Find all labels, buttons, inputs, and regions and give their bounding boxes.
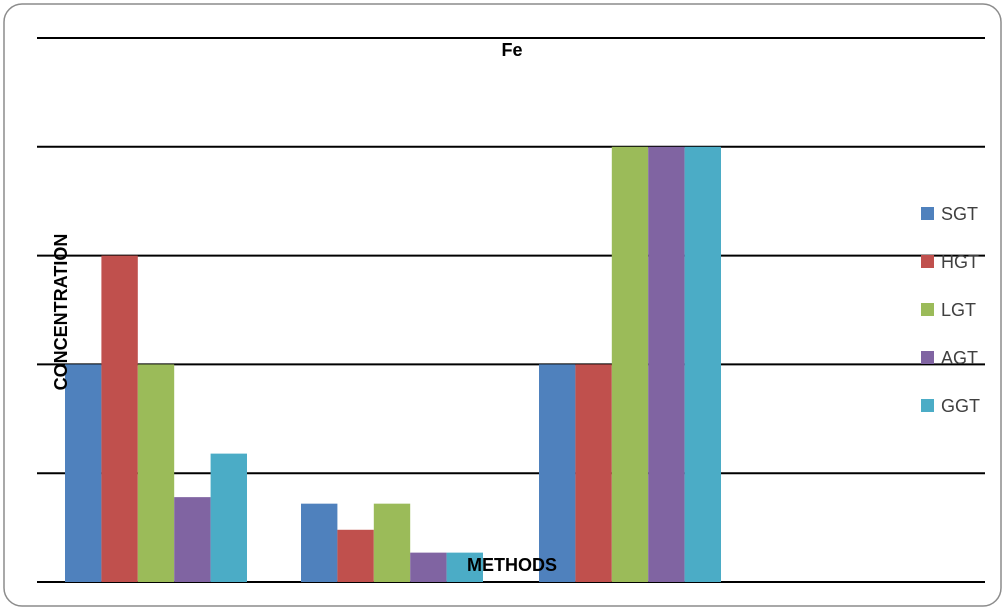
legend-label-agt: AGT: [941, 348, 978, 368]
legend-swatch-agt: [921, 351, 934, 364]
bar-hgt-group-1: [101, 255, 138, 582]
legend-swatch-ggt: [921, 399, 934, 412]
bar-ggt-group-3: [684, 146, 721, 583]
legend-swatch-hgt: [921, 255, 934, 268]
bar-agt-group-1: [174, 497, 211, 582]
bar-hgt-group-2: [337, 529, 374, 582]
bar-agt-group-2: [410, 552, 447, 582]
bar-lgt-group-1: [137, 364, 175, 582]
bar-ggt-group-1: [210, 453, 247, 582]
bar-sgt-group-2: [301, 503, 338, 582]
x-axis-label: METHODS: [467, 555, 557, 575]
bar-lgt-group-2: [373, 503, 411, 582]
legend: SGT HGT LGT AGT GGT: [921, 204, 980, 416]
legend-label-ggt: GGT: [941, 396, 980, 416]
chart-title: Fe: [501, 40, 522, 60]
bar-agt-group-3: [648, 146, 685, 583]
legend-label-sgt: SGT: [941, 204, 978, 224]
bars: [65, 146, 721, 583]
legend-swatch-sgt: [921, 207, 934, 220]
bar-sgt-group-3: [539, 364, 576, 582]
bar-lgt-group-3: [611, 146, 649, 583]
chart-frame: [3, 3, 1002, 607]
bar-hgt-group-3: [575, 364, 612, 582]
legend-label-lgt: LGT: [941, 300, 976, 320]
y-axis-label: CONCENTRATION: [51, 234, 71, 391]
bar-sgt-group-1: [65, 364, 102, 582]
bar-ggt-group-2: [446, 552, 483, 582]
legend-label-hgt: HGT: [941, 252, 979, 272]
legend-swatch-lgt: [921, 303, 934, 316]
